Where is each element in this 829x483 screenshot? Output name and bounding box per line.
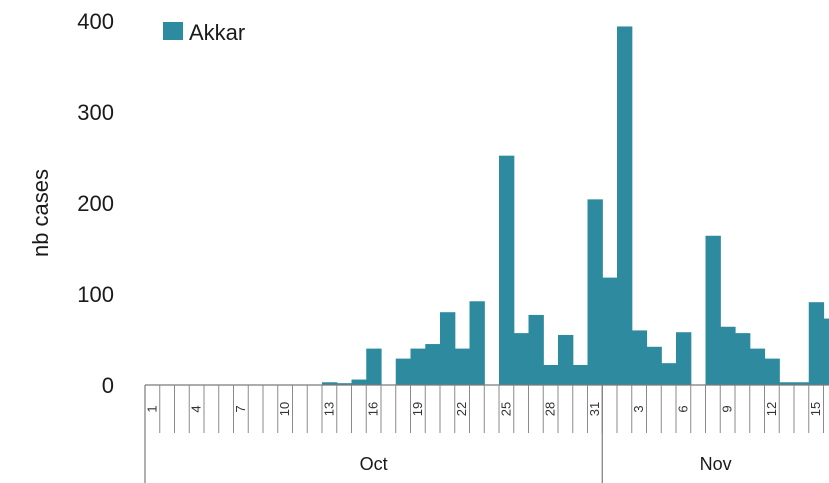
bar	[735, 333, 751, 385]
bar	[705, 235, 721, 385]
bar	[823, 318, 829, 385]
legend: Akkar	[163, 20, 245, 45]
bar	[366, 348, 382, 385]
bar	[676, 332, 692, 385]
bar	[440, 312, 456, 385]
bar	[558, 334, 574, 385]
bar	[749, 348, 766, 385]
x-tick-label: 12	[764, 402, 779, 416]
bars	[322, 26, 829, 386]
bar	[646, 346, 662, 385]
x-tick-label: 4	[189, 405, 204, 412]
month-label: Oct	[360, 454, 388, 474]
y-tick-label: 300	[77, 100, 114, 125]
x-tick-label: 19	[410, 402, 425, 416]
bar	[454, 348, 471, 385]
bar	[351, 379, 367, 385]
x-tick-label: 9	[720, 405, 735, 412]
bar	[336, 383, 353, 385]
legend-swatch-akkar	[163, 22, 183, 40]
bar	[410, 348, 426, 385]
bar	[794, 382, 810, 385]
bar	[528, 314, 544, 385]
x-tick-label: 25	[498, 402, 513, 416]
x-tick-label: 13	[321, 402, 336, 416]
bar	[617, 26, 633, 386]
y-tick-label: 100	[77, 282, 114, 307]
bar	[631, 330, 648, 385]
x-tick-label: 31	[587, 402, 602, 416]
x-tick-label: 1	[144, 405, 159, 412]
bar	[543, 364, 559, 385]
y-axis-ticks: 0 100 200 300 400	[77, 9, 114, 398]
bar	[425, 344, 441, 385]
x-tick-label: 6	[675, 405, 690, 412]
y-tick-label: 200	[77, 191, 114, 216]
month-label: Nov	[700, 454, 732, 474]
y-tick-label: 400	[77, 9, 114, 34]
bar	[587, 199, 603, 385]
x-tick-label: 28	[543, 402, 558, 416]
bar	[602, 277, 618, 385]
x-tick-label: 7	[233, 405, 248, 412]
x-tick-label: 15	[808, 402, 823, 416]
bar	[513, 333, 530, 385]
bar	[661, 363, 677, 385]
bar	[499, 155, 515, 385]
bar	[322, 382, 338, 385]
bar	[469, 301, 485, 385]
x-tick-label: 16	[366, 402, 381, 416]
x-tick-label: 10	[277, 402, 292, 416]
bar	[720, 326, 736, 385]
bar	[764, 358, 780, 385]
bar	[572, 364, 589, 385]
bar	[779, 382, 795, 385]
bar	[395, 358, 412, 385]
bar	[808, 302, 825, 385]
month-groups: Oct Nov	[144, 385, 732, 483]
x-axis-ticks: 1 4 7 10 13 16 19 22 25 28 31 3 6 9 12 15	[144, 385, 824, 433]
x-tick-label: 22	[454, 402, 469, 416]
x-tick-label: 3	[631, 405, 646, 412]
y-axis-title: nb cases	[28, 169, 53, 257]
y-tick-label: 0	[102, 373, 114, 398]
legend-label-akkar: Akkar	[189, 20, 245, 45]
